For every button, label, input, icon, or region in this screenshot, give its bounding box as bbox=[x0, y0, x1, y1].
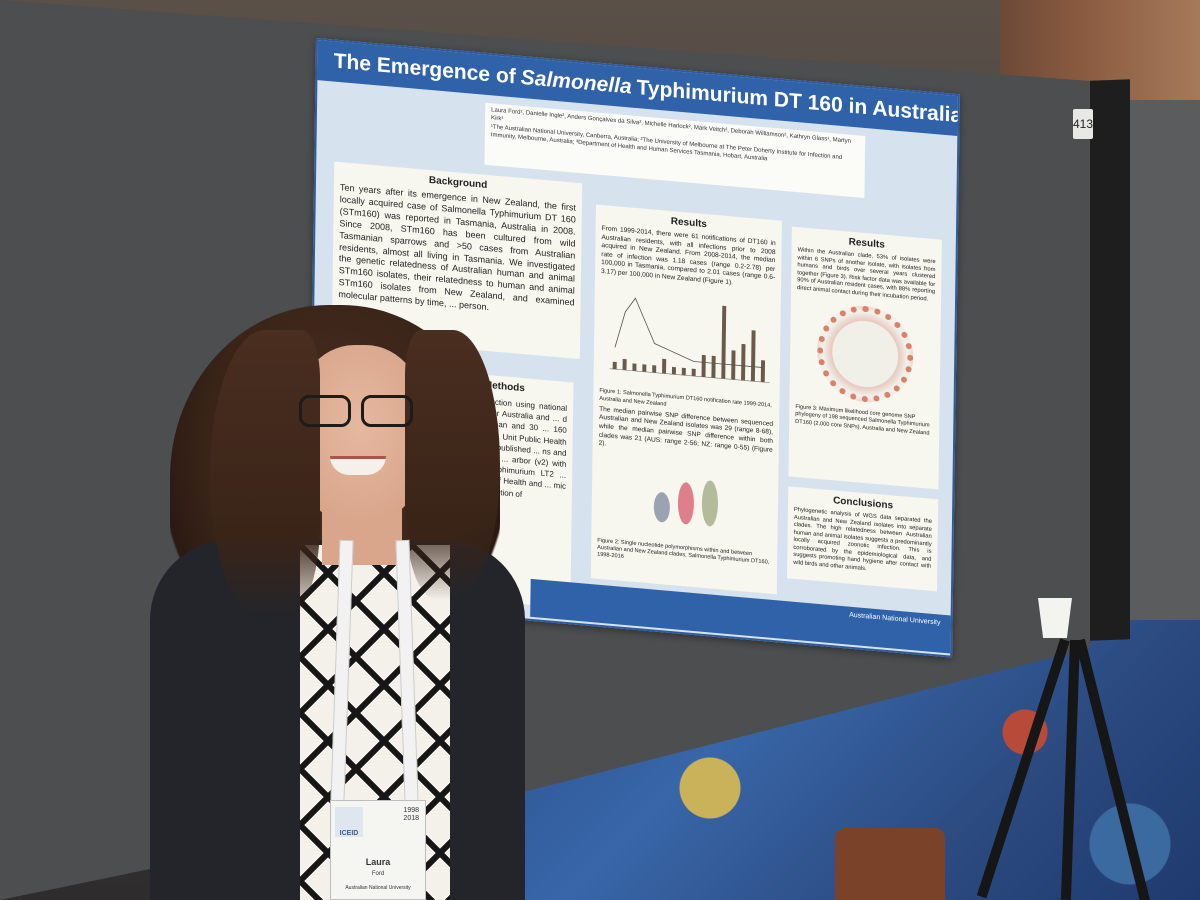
violin-shape bbox=[677, 481, 695, 525]
chart-bar bbox=[721, 306, 727, 380]
title-italic-part: Salmonella bbox=[520, 65, 632, 99]
chart-line bbox=[614, 297, 763, 369]
chart-bar bbox=[681, 368, 686, 376]
glasses-lens bbox=[299, 395, 351, 427]
name-badge: ICEID 1998 2018 Laura Ford Australian Na… bbox=[330, 800, 426, 900]
chart-bar bbox=[741, 344, 746, 381]
results-panel-2: Results Within the Australian clade, 53%… bbox=[788, 226, 942, 490]
figure-caption: Figure 3: Maximum likelihood core genome… bbox=[795, 404, 930, 437]
chart-bar bbox=[701, 355, 706, 378]
glasses-icon bbox=[295, 395, 419, 431]
chart-bar bbox=[622, 359, 627, 371]
violin-shape bbox=[653, 491, 671, 523]
handbag bbox=[835, 828, 945, 900]
title-part: The Emergence of bbox=[333, 49, 516, 89]
violin-shape bbox=[701, 479, 719, 527]
chart-bar bbox=[662, 359, 667, 374]
chart-bar bbox=[612, 362, 617, 370]
background-text: Ten years after its emergence in New Zea… bbox=[338, 182, 576, 313]
badge-years: 1998 2018 bbox=[403, 807, 419, 822]
conclusions-text: Phylogenetic analysis of WGS data separa… bbox=[793, 506, 932, 572]
chart-bar bbox=[642, 364, 647, 373]
results-text: Within the Australian clade, 53% of isol… bbox=[797, 247, 936, 303]
glasses-lens bbox=[361, 395, 413, 427]
snp-violin-plot bbox=[597, 454, 772, 549]
chart-bar bbox=[652, 365, 657, 374]
conference-logo: ICEID bbox=[335, 807, 363, 837]
conclusions-panel: Conclusions Phylogenetic analysis of WGS… bbox=[786, 486, 939, 592]
chart-bar bbox=[671, 367, 676, 375]
chart-svg bbox=[609, 297, 770, 384]
paper-cup bbox=[1038, 598, 1072, 638]
smile bbox=[330, 456, 386, 475]
board-frame bbox=[1090, 79, 1130, 641]
board-number-tag: 413 bbox=[1073, 109, 1093, 139]
hair-right bbox=[405, 330, 500, 600]
results-panel: Results From 1999-2014, there were 61 no… bbox=[590, 204, 782, 595]
hair-left bbox=[210, 330, 320, 620]
chart-bar bbox=[760, 360, 766, 383]
badge-surname: Ford bbox=[371, 871, 385, 877]
chart-bar bbox=[750, 330, 756, 382]
chart-bar bbox=[632, 363, 637, 372]
research-poster: The Emergence of Salmonella Typhimurium … bbox=[308, 38, 960, 658]
chart-bar bbox=[691, 368, 696, 377]
university-logo: Australian National University bbox=[849, 611, 941, 627]
phylogeny-tree-figure bbox=[816, 302, 914, 407]
badge-org: Australian National University bbox=[345, 885, 411, 891]
badge-name: Laura bbox=[365, 857, 391, 867]
chart-bar bbox=[711, 356, 716, 379]
notification-rate-chart bbox=[600, 282, 775, 397]
